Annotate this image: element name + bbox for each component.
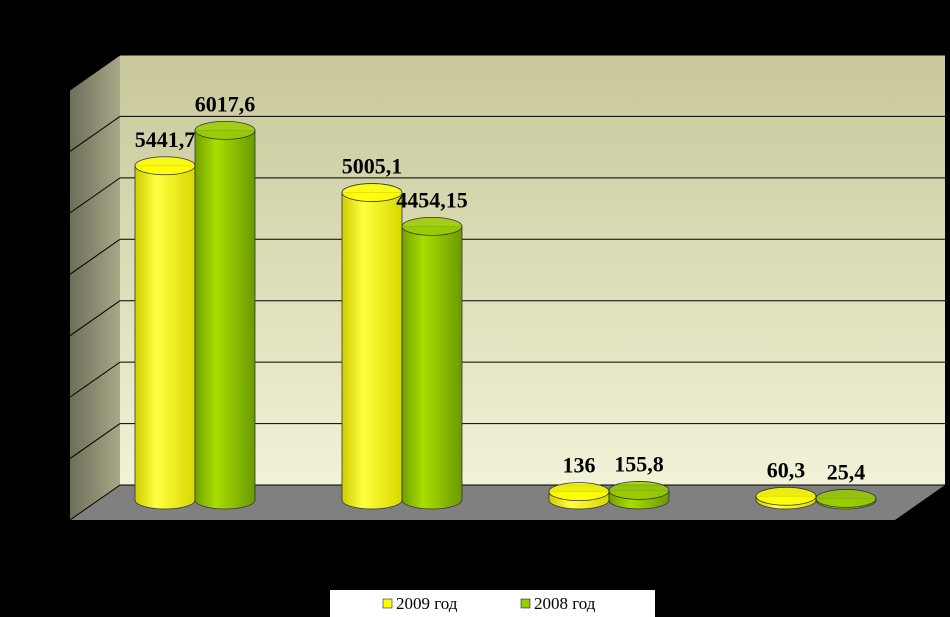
y-tick-label: 4000 bbox=[32, 267, 60, 282]
bar bbox=[548, 482, 610, 510]
legend-swatch bbox=[520, 598, 531, 609]
value-label: 4454,15 bbox=[396, 187, 468, 212]
y-tick-label: 5000 bbox=[32, 205, 60, 220]
grid-line-side bbox=[69, 116, 121, 152]
grid-line-side bbox=[69, 238, 121, 275]
bar-top bbox=[755, 486, 817, 506]
bar-top bbox=[341, 183, 403, 202]
bar bbox=[755, 486, 817, 510]
legend-label: 2009 год bbox=[396, 594, 458, 613]
y-tick-label: 6000 bbox=[32, 144, 60, 159]
grid-line-side bbox=[69, 54, 121, 91]
bar-body bbox=[194, 129, 256, 510]
bar bbox=[815, 489, 877, 510]
legend-label: 2008 год bbox=[534, 594, 596, 613]
bar bbox=[134, 156, 196, 510]
value-label: 136 bbox=[563, 453, 596, 478]
bar bbox=[194, 120, 256, 510]
bar-top bbox=[134, 156, 196, 176]
value-label: 6017,6 bbox=[195, 91, 256, 116]
value-label: 5005,1 bbox=[342, 154, 403, 179]
bar-body bbox=[134, 165, 196, 510]
value-label: 60,3 bbox=[767, 457, 806, 482]
value-label: 5441,7 bbox=[135, 127, 196, 152]
grid-line-side bbox=[69, 423, 121, 459]
bar-top bbox=[815, 489, 877, 508]
bar-top bbox=[548, 482, 610, 502]
bar bbox=[341, 183, 403, 510]
bar-top bbox=[608, 481, 670, 500]
back-wall bbox=[120, 55, 945, 485]
y-tick-label: 7000 bbox=[32, 82, 60, 97]
bar-body bbox=[341, 192, 403, 510]
bar-top bbox=[401, 216, 463, 236]
bar-body bbox=[401, 225, 463, 510]
legend-swatch bbox=[382, 598, 393, 609]
grid-line-side bbox=[69, 484, 121, 521]
side-wall bbox=[70, 55, 120, 520]
y-tick-label: 2000 bbox=[32, 389, 60, 404]
y-tick-label: 0 bbox=[53, 512, 60, 527]
bar bbox=[608, 481, 670, 510]
y-tick-label: 1000 bbox=[32, 451, 60, 466]
grid-line-side bbox=[69, 300, 121, 337]
bar-top bbox=[194, 120, 256, 140]
y-tick-label: 3000 bbox=[32, 328, 60, 343]
floor bbox=[70, 485, 945, 520]
legend bbox=[330, 590, 655, 617]
grid-line-side bbox=[69, 177, 121, 214]
grid-line-side bbox=[69, 361, 121, 398]
value-label: 25,4 bbox=[827, 459, 866, 484]
bar bbox=[401, 216, 463, 510]
value-label: 155,8 bbox=[614, 451, 664, 476]
